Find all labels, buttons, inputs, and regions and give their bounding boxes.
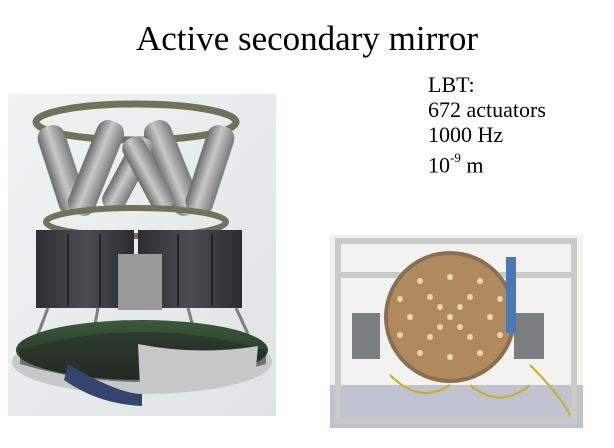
- hexapod-legs: [37, 120, 235, 216]
- precision-base: 10: [428, 152, 450, 178]
- mirror-actuator-photo-icon: [330, 235, 583, 428]
- specs-telescope-name: LBT:: [428, 72, 475, 97]
- right-mount: [514, 313, 544, 359]
- precision-unit: m: [460, 152, 484, 178]
- electronics-housing: [36, 230, 242, 310]
- left-mount: [352, 313, 380, 359]
- middle-ring: [43, 205, 229, 239]
- blue-cylinder: [506, 257, 516, 333]
- precision-exponent: -9: [450, 150, 461, 165]
- specs-precision: 10-9 m: [428, 147, 546, 177]
- actuator-array: [397, 274, 503, 360]
- slide-title: Active secondary mirror: [135, 19, 479, 58]
- hexapod-mirror-cad-icon: [8, 94, 276, 416]
- specs-block: LBT: 672 actuators 1000 Hz 10-9 m: [428, 72, 546, 177]
- wiring: [389, 364, 571, 416]
- specs-actuator-count: 672 actuators: [428, 97, 546, 122]
- specs-frequency: 1000 Hz: [428, 122, 504, 147]
